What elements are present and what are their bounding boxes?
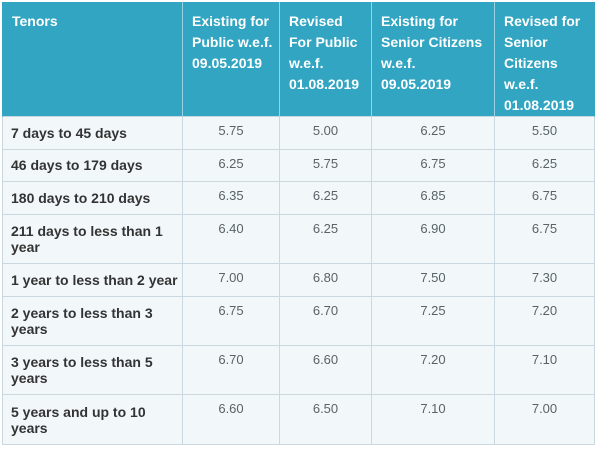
rate-cell: 7.10 <box>495 346 595 396</box>
rate-cell: 7.25 <box>372 296 495 346</box>
rate-cell: 6.85 <box>372 182 495 215</box>
rate-cell: 5.50 <box>495 117 595 150</box>
rate-cell: 6.25 <box>280 214 372 265</box>
rate-cell: 6.25 <box>280 182 372 215</box>
tenor-cell: 7 days to 45 days <box>2 117 183 150</box>
rate-cell: 6.60 <box>183 395 280 445</box>
table-row: 7 days to 45 days 5.75 5.00 6.25 5.50 <box>2 117 595 150</box>
rate-cell: 7.10 <box>372 395 495 445</box>
column-header-tenors: Tenors <box>2 2 183 117</box>
column-header-revised-public: Revised For Public w.e.f. 01.08.2019 <box>280 2 372 117</box>
rate-cell: 7.30 <box>495 264 595 297</box>
deposit-rates-table: Tenors Existing for Public w.e.f. 09.05.… <box>2 2 595 445</box>
rate-cell: 5.75 <box>280 149 372 183</box>
rate-cell: 7.20 <box>495 296 595 346</box>
rate-cell: 7.00 <box>183 264 280 297</box>
header-row: Tenors Existing for Public w.e.f. 09.05.… <box>2 2 595 117</box>
tenor-cell: 46 days to 179 days <box>2 149 183 183</box>
rate-cell: 5.75 <box>183 117 280 150</box>
rate-cell: 6.90 <box>372 214 495 265</box>
table-row: 3 years to less than 5 years 6.70 6.60 7… <box>2 346 595 396</box>
column-header-existing-public: Existing for Public w.e.f. 09.05.2019 <box>183 2 280 117</box>
tenor-cell: 3 years to less than 5 years <box>2 346 183 396</box>
rates-table-container: Tenors Existing for Public w.e.f. 09.05.… <box>2 2 595 445</box>
column-header-existing-senior: Existing for Senior Citizens w.e.f. 09.0… <box>372 2 495 117</box>
rate-cell: 5.00 <box>280 117 372 150</box>
rate-cell: 6.25 <box>183 149 280 183</box>
table-row: 2 years to less than 3 years 6.75 6.70 7… <box>2 296 595 346</box>
rate-cell: 7.50 <box>372 264 495 297</box>
tenor-cell: 5 years and up to 10 years <box>2 395 183 445</box>
rate-cell: 6.35 <box>183 182 280 215</box>
tenor-cell: 1 year to less than 2 year <box>2 264 183 297</box>
rate-cell: 6.50 <box>280 395 372 445</box>
rate-cell: 6.70 <box>280 296 372 346</box>
table-row: 211 days to less than 1 year 6.40 6.25 6… <box>2 214 595 265</box>
table-row: 1 year to less than 2 year 7.00 6.80 7.5… <box>2 264 595 297</box>
rate-cell: 7.20 <box>372 346 495 396</box>
rate-cell: 6.75 <box>495 214 595 265</box>
rate-cell: 7.00 <box>495 395 595 445</box>
rate-cell: 6.75 <box>495 182 595 215</box>
column-header-revised-senior: Revised for Senior Citizens w.e.f. 01.08… <box>495 2 595 117</box>
table-row: 46 days to 179 days 6.25 5.75 6.75 6.25 <box>2 149 595 183</box>
rate-cell: 6.60 <box>280 346 372 396</box>
table-row: 5 years and up to 10 years 6.60 6.50 7.1… <box>2 395 595 445</box>
rate-cell: 6.75 <box>183 296 280 346</box>
table-row: 180 days to 210 days 6.35 6.25 6.85 6.75 <box>2 182 595 215</box>
tenor-cell: 180 days to 210 days <box>2 182 183 215</box>
rate-cell: 6.25 <box>372 117 495 150</box>
rate-cell: 6.70 <box>183 346 280 396</box>
rate-cell: 6.75 <box>372 149 495 183</box>
tenor-cell: 2 years to less than 3 years <box>2 296 183 346</box>
rate-cell: 6.25 <box>495 149 595 183</box>
rate-cell: 6.80 <box>280 264 372 297</box>
rate-cell: 6.40 <box>183 214 280 265</box>
tenor-cell: 211 days to less than 1 year <box>2 214 183 265</box>
